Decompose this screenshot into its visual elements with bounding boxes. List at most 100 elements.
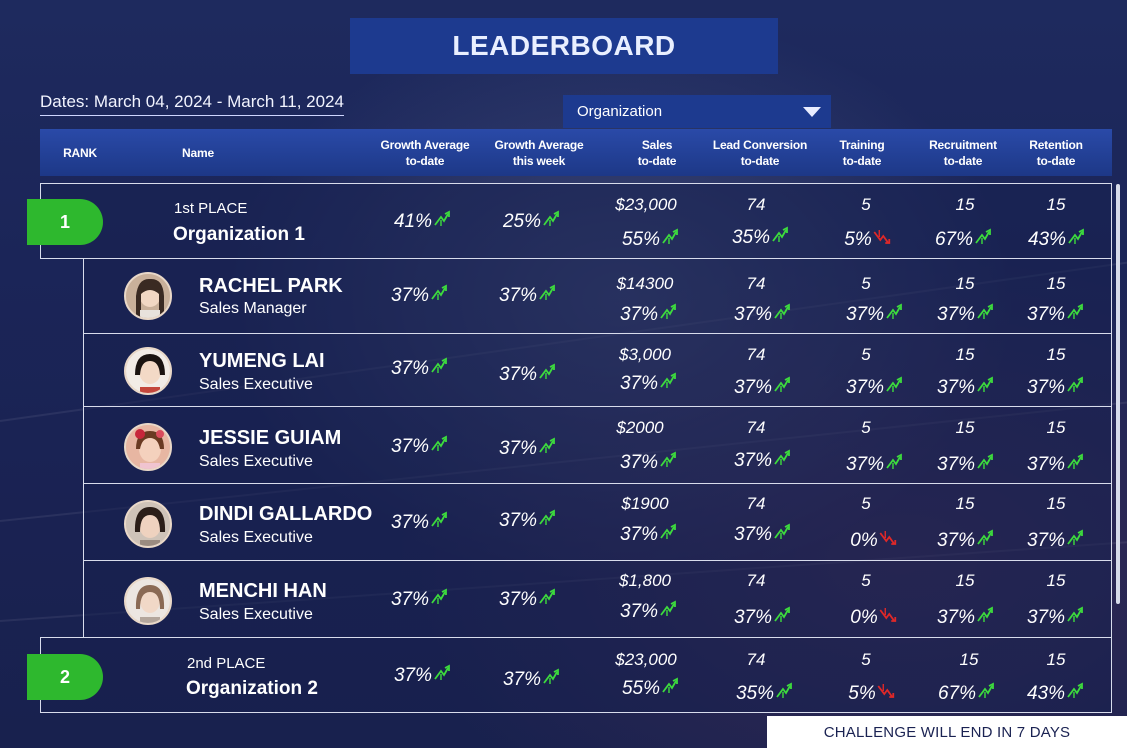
training-pct: 0% [850, 529, 899, 553]
trend-up-arrow-icon [1067, 529, 1087, 553]
retention-pct: 37% [1027, 453, 1087, 477]
growth-week: 37% [499, 284, 559, 308]
avatar [124, 347, 172, 395]
member-name: DINDI GALLARDO [199, 503, 373, 525]
retention-pct: 43% [1027, 682, 1087, 706]
avatar [124, 423, 172, 471]
lead-value: 74 [746, 418, 766, 437]
lead-pct: 37% [734, 449, 794, 473]
retention-pct: 37% [1027, 376, 1087, 400]
member-role: Sales Executive [199, 529, 313, 546]
training-pct: 37% [846, 303, 906, 327]
lead-pct: 37% [734, 523, 794, 547]
rank-badge: 2 [27, 654, 103, 700]
training-pct: 37% [846, 453, 906, 477]
member-role: Sales Executive [199, 376, 313, 393]
retention-pct: 37% [1027, 529, 1087, 553]
trend-up-arrow-icon [1067, 606, 1087, 630]
lead-pct: 35% [732, 226, 792, 250]
member-row[interactable] [83, 560, 1112, 638]
trend-up-arrow-icon [774, 376, 794, 400]
trend-up-arrow-icon [539, 588, 559, 612]
recruitment-value: 15 [955, 571, 975, 590]
training-value: 5 [861, 494, 871, 513]
retention-value: 15 [1046, 650, 1066, 669]
recruitment-pct: 37% [937, 606, 997, 630]
sales-pct: 55% [622, 677, 682, 701]
trend-up-arrow-icon [774, 449, 794, 473]
lead-pct: 37% [734, 303, 794, 327]
trend-up-arrow-icon [434, 210, 454, 234]
member-row[interactable] [83, 483, 1112, 561]
trend-up-arrow-icon [431, 284, 451, 308]
training-pct: 0% [850, 606, 899, 630]
avatar-portrait-icon [126, 502, 170, 546]
trend-down-arrow-icon [874, 228, 894, 252]
col-retention: Retention to-date [1029, 137, 1083, 168]
trend-up-arrow-icon [662, 228, 682, 252]
trend-up-arrow-icon [774, 523, 794, 547]
lead-value: 74 [746, 274, 766, 293]
trend-up-arrow-icon [431, 435, 451, 459]
organization-dropdown[interactable]: Organization [563, 95, 831, 128]
member-row[interactable] [83, 406, 1112, 484]
retention-value: 15 [1046, 195, 1066, 214]
sales-amount: $14300 [616, 274, 674, 293]
recruitment-pct: 67% [938, 682, 998, 706]
page-title: LEADERBOARD [452, 30, 676, 61]
chevron-down-icon [803, 106, 821, 117]
avatar [124, 500, 172, 548]
growth-todate: 41% [394, 210, 454, 234]
vertical-scrollbar[interactable] [1116, 184, 1120, 604]
trend-up-arrow-icon [431, 588, 451, 612]
recruitment-value: 15 [959, 650, 979, 669]
trend-up-arrow-icon [772, 226, 792, 250]
lead-value: 74 [746, 571, 766, 590]
lead-value: 74 [746, 494, 766, 513]
recruitment-value: 15 [955, 195, 975, 214]
avatar-portrait-icon [126, 349, 170, 393]
col-lead-conversion: Lead Conversion to-date [712, 137, 808, 168]
col-rank: RANK [63, 145, 97, 160]
trend-up-arrow-icon [543, 668, 563, 692]
sales-amount: $2000 [616, 418, 664, 437]
training-value: 5 [861, 418, 871, 437]
dropdown-value: Organization [577, 103, 663, 120]
trend-up-arrow-icon [1068, 228, 1088, 252]
trend-up-arrow-icon [776, 682, 796, 706]
sales-amount: $23,000 [615, 650, 677, 669]
growth-week: 37% [499, 588, 559, 612]
growth-week: 37% [503, 668, 563, 692]
training-pct: 5% [848, 682, 897, 706]
avatar [124, 577, 172, 625]
retention-value: 15 [1046, 274, 1066, 293]
retention-value: 15 [1046, 345, 1066, 364]
sales-pct: 37% [620, 600, 680, 624]
growth-todate: 37% [391, 511, 451, 535]
organization-row[interactable] [40, 183, 1112, 259]
member-role: Sales Manager [199, 300, 307, 317]
challenge-countdown: CHALLENGE WILL END IN 7 DAYS [767, 716, 1127, 748]
growth-todate: 37% [391, 435, 451, 459]
sales-amount: $23,000 [615, 195, 677, 214]
col-sales: Sales to-date [637, 137, 677, 168]
trend-up-arrow-icon [1067, 376, 1087, 400]
lead-pct: 37% [734, 606, 794, 630]
sales-pct: 55% [622, 228, 682, 252]
sales-amount: $3,000 [619, 345, 671, 364]
retention-pct: 37% [1027, 606, 1087, 630]
trend-up-arrow-icon [886, 376, 906, 400]
avatar-portrait-icon [126, 425, 170, 469]
member-row[interactable] [83, 258, 1112, 334]
trend-up-arrow-icon [1067, 682, 1087, 706]
trend-up-arrow-icon [1067, 303, 1087, 327]
member-name: RACHEL PARK [199, 275, 343, 297]
date-range-label: Dates: March 04, 2024 - March 11, 2024 [40, 92, 344, 116]
training-value: 5 [861, 571, 871, 590]
growth-todate: 37% [391, 588, 451, 612]
trend-up-arrow-icon [886, 453, 906, 477]
organization-row[interactable] [40, 637, 1112, 713]
trend-up-arrow-icon [977, 606, 997, 630]
trend-up-arrow-icon [539, 509, 559, 533]
recruitment-pct: 67% [935, 228, 995, 252]
